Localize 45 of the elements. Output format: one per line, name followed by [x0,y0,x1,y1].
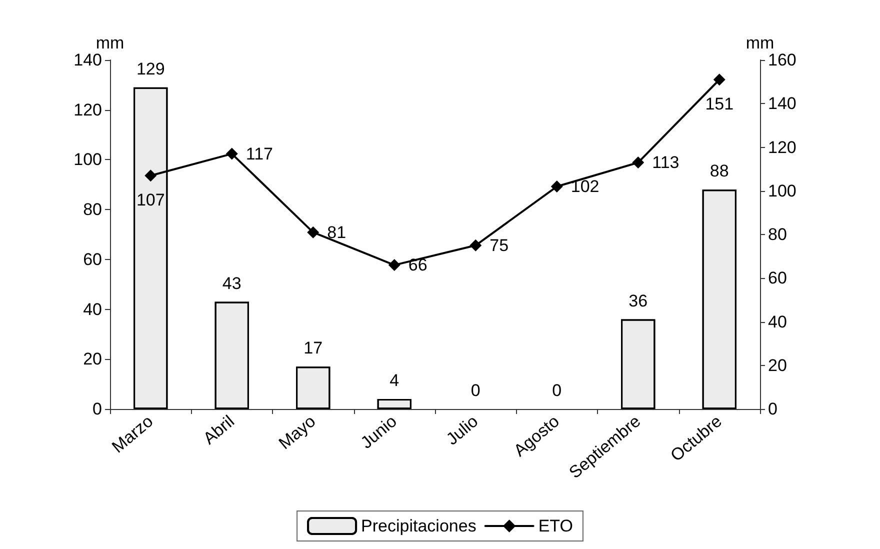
x-tick-label: Julio [442,412,482,449]
point [144,170,157,182]
legend-label: ETO [538,516,573,536]
y2-tick-label: 120 [768,138,796,157]
point [550,180,563,193]
y-tick-label: 140 [74,50,102,70]
y-tick-label: 80 [83,200,102,220]
y-tick-label: 20 [83,350,102,369]
y-tick-label: 100 [74,150,102,170]
y-tick-label: 60 [83,250,102,269]
y2-axis-title: mm [746,34,774,53]
point [307,226,320,238]
y-tick-label: 40 [83,300,102,319]
data-label: 4 [390,371,400,390]
data-label: 75 [490,236,509,255]
y-tick-label: 0 [92,400,102,418]
y2-tick-label: 60 [768,268,787,288]
data-label: 102 [570,177,600,196]
data-label: 113 [652,153,680,172]
y2-tick-label: 160 [768,50,796,70]
point [226,148,238,160]
data-label: 36 [628,291,648,310]
y2-tick-label: 20 [768,356,787,375]
y2-tick-label: 40 [768,312,787,332]
y2-tick-label: 100 [768,181,796,200]
data-label: 107 [136,190,165,210]
y2-tick-label: 80 [768,225,787,244]
data-label: 0 [552,381,562,400]
y-tick-label: 120 [74,100,102,120]
point [470,239,482,252]
y2-tick-label: 140 [768,94,796,114]
point [632,156,644,169]
data-label: 129 [136,59,165,78]
data-label: 81 [327,222,346,242]
data-label: 88 [710,162,729,181]
y2-tick-label: 0 [768,400,778,418]
data-label: 0 [470,381,480,400]
y-axis-title: mm [96,34,124,53]
data-label: 17 [304,338,323,358]
point [713,74,726,86]
data-label: 151 [705,94,734,114]
data-label: 117 [246,144,273,164]
data-label: 43 [222,274,242,293]
legend-label: Precipitaciones [361,516,476,536]
point [388,259,400,272]
